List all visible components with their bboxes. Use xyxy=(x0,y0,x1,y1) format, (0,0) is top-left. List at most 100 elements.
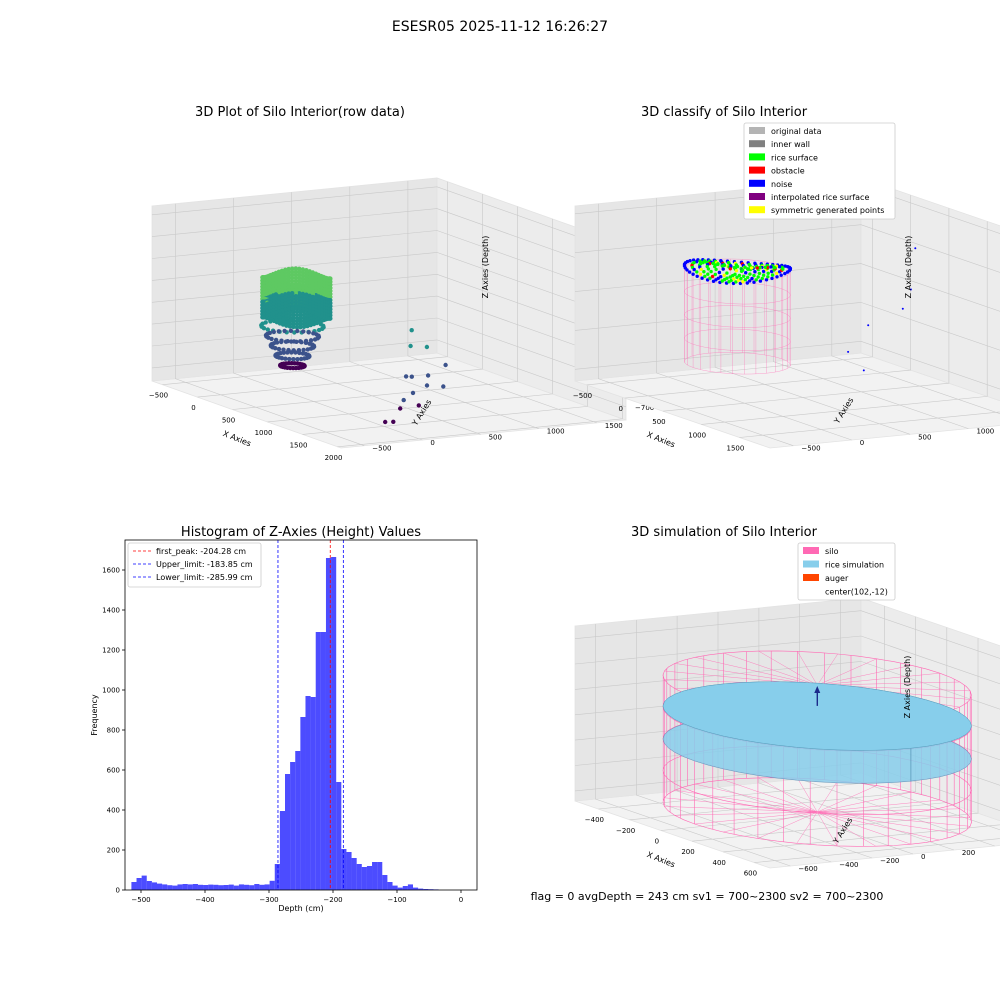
data-point xyxy=(293,306,298,311)
classified-point xyxy=(717,270,722,275)
silo-spoke xyxy=(817,811,838,847)
y-tick-label: 0 xyxy=(921,853,925,861)
x-tick-label: 400 xyxy=(713,859,726,867)
data-point xyxy=(295,357,300,362)
silo-spoke xyxy=(817,811,940,841)
data-point xyxy=(294,322,300,327)
y-gridline xyxy=(773,186,969,429)
data-point xyxy=(314,320,320,326)
data-point xyxy=(304,292,309,297)
data-point xyxy=(297,291,302,296)
data-point xyxy=(403,374,409,379)
classified-point xyxy=(737,273,742,278)
panel2-legend: original data inner wall rice surface obsta… xyxy=(743,122,896,220)
x-tick-label: 1000 xyxy=(688,431,706,439)
classified-point xyxy=(766,275,770,279)
legend-label: center(102,-12) xyxy=(825,588,888,597)
y-tick-label: 0 xyxy=(430,439,434,447)
histogram-bar xyxy=(151,882,157,890)
figure-suptitle: ESESR05 2025-11-12 16:26:27 xyxy=(392,19,608,35)
classified-point xyxy=(746,267,750,272)
silo-spoke xyxy=(817,681,960,686)
histogram-bar xyxy=(238,884,245,890)
noise-point xyxy=(867,324,870,327)
y-tick-label: −500 xyxy=(372,445,391,453)
classified-point xyxy=(725,276,729,280)
data-point xyxy=(284,323,289,328)
classified-point xyxy=(708,276,712,280)
panel3-ylabel: Frequency xyxy=(90,694,99,736)
histogram-bar xyxy=(331,557,337,890)
histogram-bar xyxy=(341,849,347,890)
legend-label: auger xyxy=(825,574,849,583)
silo-spoke xyxy=(723,652,818,686)
histogram-bar xyxy=(208,884,214,890)
data-point xyxy=(300,288,305,293)
classified-point xyxy=(775,275,779,279)
classified-point xyxy=(744,271,748,275)
data-point xyxy=(308,322,313,328)
data-point xyxy=(416,403,421,408)
x-gridline xyxy=(162,181,448,385)
silo-spoke xyxy=(817,673,940,686)
x-tick-label: −500 xyxy=(131,896,150,904)
classified-point xyxy=(706,272,710,276)
data-point xyxy=(300,291,305,297)
histogram-bar xyxy=(305,696,311,890)
classified-point xyxy=(748,279,752,283)
silo-spoke xyxy=(758,650,818,686)
legend-swatch xyxy=(749,153,765,161)
data-point xyxy=(283,267,288,272)
data-point xyxy=(408,343,413,349)
legend-label: noise xyxy=(771,180,792,189)
histogram-bar xyxy=(264,884,270,890)
data-point xyxy=(293,300,298,305)
data-point xyxy=(290,291,295,296)
data-point xyxy=(441,384,446,389)
silo-spoke xyxy=(723,811,818,833)
data-point xyxy=(295,318,301,323)
classified-point xyxy=(721,267,725,271)
data-point xyxy=(283,301,288,306)
data-point xyxy=(300,307,305,312)
panel3-histogram: −500 −400 −300 −200 −100 0 0 200 400 600 800 1000 12… xyxy=(102,539,478,904)
data-point xyxy=(300,267,305,272)
y-tick-label: 1000 xyxy=(547,428,565,436)
classified-point xyxy=(705,278,710,282)
histogram-bar xyxy=(274,864,280,890)
data-point xyxy=(301,329,306,334)
histogram-bar xyxy=(146,881,152,890)
histogram-bar xyxy=(233,885,239,890)
z-gridline xyxy=(151,295,627,364)
histogram-bar xyxy=(392,885,398,890)
data-point xyxy=(283,339,289,344)
data-point xyxy=(304,274,309,279)
y-tick-label: 500 xyxy=(489,433,502,441)
legend-swatch xyxy=(749,206,765,214)
classified-point xyxy=(770,276,774,281)
data-point xyxy=(293,281,298,287)
silo-spoke xyxy=(674,663,818,686)
x-gridline xyxy=(739,411,1000,438)
data-point xyxy=(297,285,302,290)
data-point xyxy=(293,297,298,302)
histogram-bar xyxy=(290,762,296,890)
silo-spoke xyxy=(817,811,911,845)
classified-point xyxy=(761,269,766,274)
silo-spoke xyxy=(817,811,971,827)
data-point xyxy=(289,350,294,355)
y-gridline xyxy=(656,198,852,441)
data-point xyxy=(398,406,403,411)
histogram-bar xyxy=(259,884,265,890)
data-point xyxy=(307,272,312,277)
classified-point xyxy=(734,269,739,273)
data-point xyxy=(297,275,302,281)
histogram-bar xyxy=(244,884,250,890)
x-tick-label: −100 xyxy=(387,896,406,904)
data-point xyxy=(307,296,312,301)
data-point xyxy=(266,335,271,340)
silo-spoke xyxy=(757,811,818,839)
data-point xyxy=(305,323,310,329)
data-point xyxy=(301,324,307,329)
y-tick-label: −500 xyxy=(801,445,820,453)
